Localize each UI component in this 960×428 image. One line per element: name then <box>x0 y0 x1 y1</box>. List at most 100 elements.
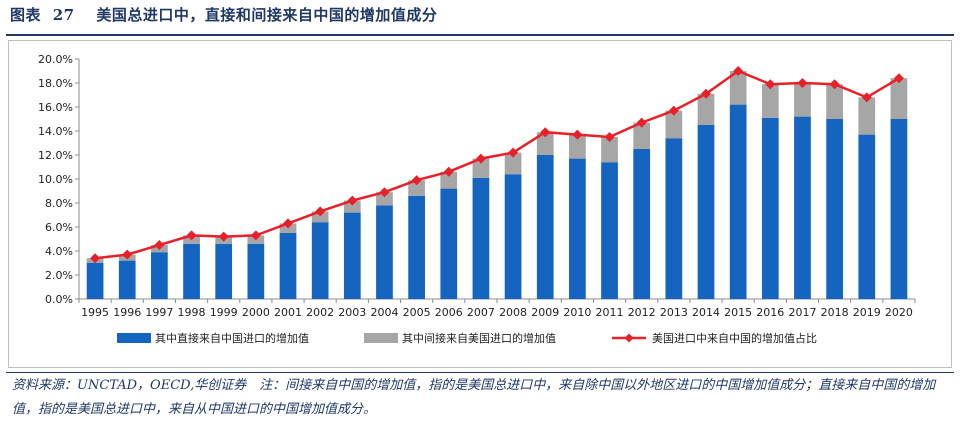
bar-direct <box>311 222 329 299</box>
legend-swatch-marker <box>624 333 634 343</box>
source-divider <box>6 372 954 373</box>
bar-direct <box>794 116 811 299</box>
title-divider <box>6 34 954 36</box>
x-tick-label: 1997 <box>145 306 173 319</box>
bar-direct <box>761 117 779 299</box>
bar-direct <box>890 119 908 299</box>
y-tick-label: 8.0% <box>45 197 73 210</box>
bar-indirect <box>729 71 747 105</box>
line-point <box>250 230 261 241</box>
bar-indirect <box>408 180 425 196</box>
x-tick-label: 2003 <box>338 306 366 319</box>
bar-direct <box>247 243 265 299</box>
bar-direct <box>472 177 490 299</box>
bar-direct <box>633 149 651 299</box>
bar-indirect <box>697 93 715 125</box>
title-text: 美国总进口中，直接和间接来自中国的增加值成分 <box>96 6 438 24</box>
x-tick-label: 2013 <box>660 306 688 319</box>
source-note: 资料来源：UNCTAD，OECD,华创证券 注：间接来自中国的增加值，指的是美国… <box>12 378 936 417</box>
bar-direct <box>665 138 683 299</box>
bar-direct <box>376 205 393 299</box>
bar-indirect <box>761 84 779 118</box>
bar-indirect <box>376 192 393 206</box>
line-point <box>572 129 583 140</box>
x-tick-label: 2012 <box>628 306 656 319</box>
line-share <box>94 69 900 260</box>
line-point <box>861 92 872 103</box>
bar-indirect <box>633 122 651 149</box>
x-tick-label: 2008 <box>499 306 527 319</box>
bar-indirect <box>343 200 361 213</box>
x-tick-label: 2020 <box>885 306 913 319</box>
line-point <box>797 78 808 88</box>
x-tick-label: 2019 <box>853 306 881 319</box>
bar-indirect <box>858 97 876 135</box>
y-tick-label: 12.0% <box>38 149 73 162</box>
bar-direct <box>118 260 136 299</box>
line-point <box>411 175 422 186</box>
bar-indirect <box>472 158 490 178</box>
legend-label: 美国进口中来自中国的增加值占比 <box>652 331 817 345</box>
x-tick-label: 2001 <box>274 306 302 319</box>
x-tick-label: 2005 <box>403 306 431 319</box>
y-tick-label: 10.0% <box>38 173 73 186</box>
bar-direct <box>408 195 425 299</box>
y-tick-label: 14.0% <box>38 125 73 138</box>
y-tick-label: 0.0% <box>45 293 73 306</box>
bar-direct <box>697 125 715 299</box>
bar-direct <box>826 119 843 299</box>
line-point <box>154 240 165 250</box>
x-tick-label: 2004 <box>370 306 398 319</box>
line-point <box>701 88 711 99</box>
legend-label: 其中间接来自美国进口的增加值 <box>402 331 556 345</box>
x-tick-label: 2011 <box>596 306 624 319</box>
line-point <box>733 66 744 76</box>
bar-direct <box>858 134 876 299</box>
x-tick-label: 2017 <box>788 306 816 319</box>
x-tick-label: 2016 <box>756 306 784 319</box>
bar-direct <box>151 252 168 299</box>
line-point <box>765 79 776 90</box>
line-point <box>893 73 904 84</box>
x-tick-label: 2000 <box>242 306 270 319</box>
y-tick-label: 16.0% <box>38 101 73 114</box>
line-point <box>122 249 133 260</box>
x-tick-label: 1998 <box>178 306 206 319</box>
line-point <box>283 218 293 229</box>
line-point <box>347 195 358 206</box>
x-tick-label: 2015 <box>724 306 752 319</box>
x-tick-label: 1999 <box>210 306 238 319</box>
legend-swatch <box>364 333 398 343</box>
line-point <box>443 166 454 177</box>
bar-direct <box>440 188 458 299</box>
bar-direct <box>215 243 233 299</box>
y-tick-label: 2.0% <box>45 269 73 282</box>
bar-direct <box>569 158 586 299</box>
line-point <box>604 132 615 142</box>
x-tick-label: 2009 <box>531 306 559 319</box>
x-tick-label: 2018 <box>821 306 849 319</box>
bar-indirect <box>504 152 522 175</box>
title-number: 27 <box>52 6 75 24</box>
y-tick-label: 6.0% <box>45 221 73 234</box>
bar-indirect <box>569 134 586 159</box>
bar-indirect <box>311 211 329 223</box>
x-tick-label: 1996 <box>113 306 141 319</box>
line-point <box>540 127 551 138</box>
bar-direct <box>279 233 297 299</box>
x-tick-label: 2002 <box>306 306 334 319</box>
y-tick-label: 4.0% <box>45 245 73 258</box>
chart-title: 图表 27 美国总进口中，直接和间接来自中国的增加值成分 <box>10 4 437 25</box>
bar-direct <box>183 243 200 299</box>
x-tick-label: 2006 <box>435 306 463 319</box>
bar-indirect <box>826 84 843 119</box>
chart-svg: 0.0% 2.0% 4.0% 6.0% 8.0% 10.0% 12.0% 14.0% 16.0%… <box>38 53 916 345</box>
bar-direct <box>343 212 361 299</box>
y-tick-label: 20.0% <box>38 53 73 66</box>
bar-indirect <box>794 83 811 117</box>
bar-indirect <box>536 132 554 155</box>
line-point <box>668 105 679 116</box>
bar-direct <box>86 263 104 299</box>
legend-label: 其中直接来自中国进口的增加值 <box>155 331 309 345</box>
bar-direct <box>504 174 522 299</box>
